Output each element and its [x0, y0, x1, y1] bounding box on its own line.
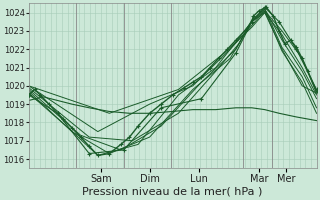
X-axis label: Pression niveau de la mer( hPa ): Pression niveau de la mer( hPa )	[83, 187, 263, 197]
